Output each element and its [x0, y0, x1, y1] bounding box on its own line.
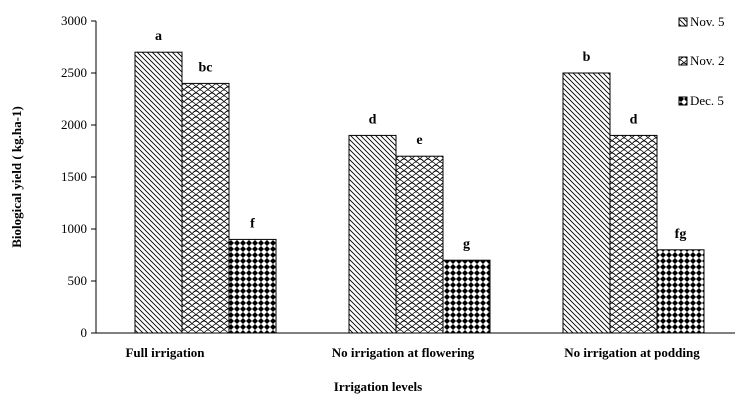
legend-label: Nov. 5: [690, 14, 725, 29]
bar[interactable]: [562, 72, 611, 334]
y-tick-label: 1000: [61, 221, 87, 236]
bar-data-label: bc: [199, 60, 213, 75]
bar-data-label: d: [369, 112, 377, 127]
legend-label: Nov. 2: [690, 53, 725, 68]
bar[interactable]: [442, 259, 491, 334]
x-category-label: Full irrigation: [125, 345, 205, 360]
bar-data-label: fg: [675, 227, 687, 242]
bar[interactable]: [181, 82, 230, 334]
bar[interactable]: [228, 238, 277, 334]
bar-data-label: a: [155, 29, 162, 44]
y-tick-label: 0: [81, 325, 88, 340]
y-axis-title: Biological yield ( kg.ha-1): [9, 106, 24, 248]
y-tick-label: 2000: [61, 117, 87, 132]
bar-data-label: d: [630, 112, 638, 127]
x-category-label: No irrigation at podding: [564, 345, 700, 360]
y-tick-label: 3000: [61, 13, 87, 28]
bar-data-label: g: [463, 237, 470, 252]
legend-label: Dec. 5: [690, 93, 724, 108]
bar[interactable]: [656, 249, 705, 334]
bar[interactable]: [348, 134, 397, 334]
bar-data-label: f: [250, 216, 255, 231]
legend-swatch: [678, 96, 688, 106]
bar[interactable]: [609, 134, 658, 334]
bar[interactable]: [395, 155, 444, 334]
bar-data-label: b: [583, 50, 591, 65]
y-tick-label: 500: [68, 273, 88, 288]
bar-data-label: e: [416, 133, 422, 148]
legend-swatch: [678, 17, 688, 27]
bar[interactable]: [134, 51, 183, 334]
y-tick-label: 2500: [61, 65, 87, 80]
y-tick-label: 1500: [61, 169, 87, 184]
x-axis-title: Irrigation levels: [334, 379, 422, 394]
legend-swatch: [678, 56, 688, 66]
x-category-label: No irrigation at flowering: [332, 345, 475, 360]
